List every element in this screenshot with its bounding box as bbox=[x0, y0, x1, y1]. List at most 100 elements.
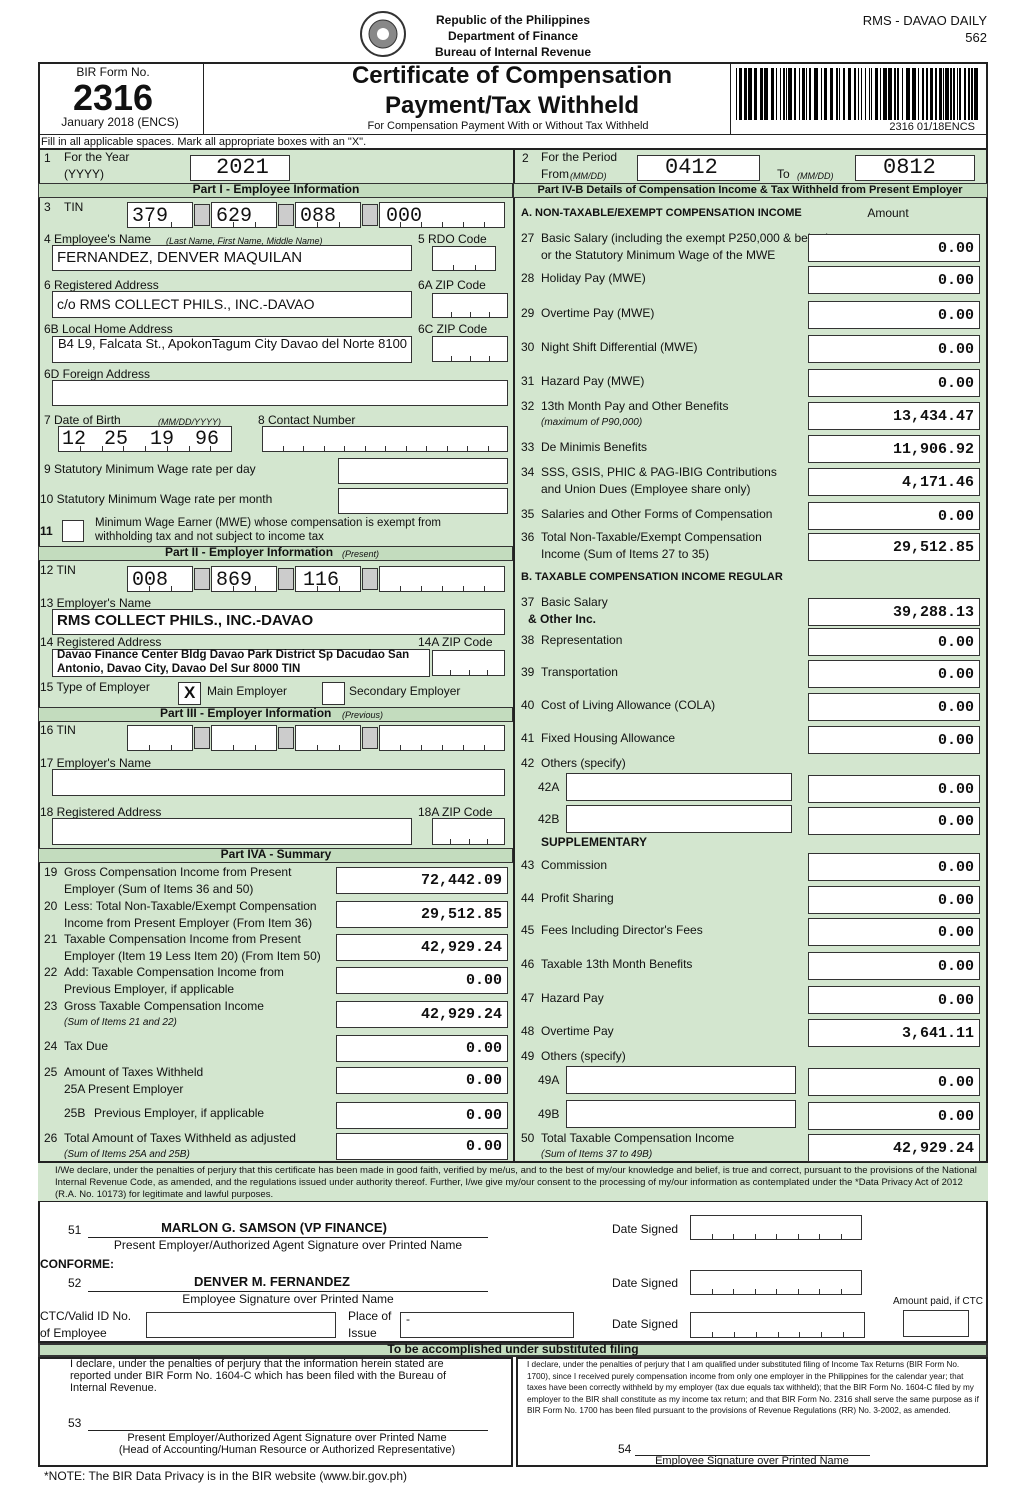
input-box bbox=[808, 1134, 980, 1162]
items-label: Employer (Sum of Items 36 and 50) bbox=[64, 882, 254, 896]
items-label: Transportation bbox=[541, 665, 618, 679]
box-tick bbox=[468, 839, 470, 845]
box-tick bbox=[733, 1289, 734, 1295]
items-amount: 0.00 bbox=[465, 1138, 502, 1155]
signature-line bbox=[88, 1237, 488, 1238]
barcode-bar bbox=[854, 68, 856, 120]
input-box bbox=[808, 533, 980, 561]
items-number: 49 bbox=[521, 1049, 535, 1063]
items-label: & Other Inc. bbox=[528, 612, 597, 626]
box-tick bbox=[79, 446, 81, 452]
input-box bbox=[52, 769, 505, 796]
input-box bbox=[808, 335, 980, 363]
employee-name: DENVER M. FERNANDEZ bbox=[193, 1274, 351, 1289]
input-box bbox=[808, 502, 980, 530]
box-tick bbox=[474, 265, 476, 271]
box-tick bbox=[711, 1332, 713, 1338]
input-box bbox=[808, 628, 980, 656]
box-tick bbox=[385, 446, 386, 452]
signature-line bbox=[88, 1291, 488, 1292]
items-amount: 0.00 bbox=[937, 341, 974, 358]
items-amount: 13,434.47 bbox=[892, 408, 974, 425]
box-tick bbox=[487, 446, 489, 452]
signatures-amount-paid: Amount paid, if CTC bbox=[892, 1296, 983, 1307]
items-label: (Sum of Items 37 to 49B) bbox=[541, 1149, 653, 1160]
input-box bbox=[400, 1312, 574, 1338]
input-box bbox=[336, 1102, 508, 1129]
period-number: 2 bbox=[522, 151, 529, 165]
box-tick bbox=[711, 1234, 713, 1240]
items-amount: 29,512.85 bbox=[892, 539, 974, 556]
box-tick bbox=[486, 839, 488, 845]
items-amount: 0.00 bbox=[937, 1108, 974, 1125]
address-label: 6 Registered Address bbox=[44, 278, 159, 292]
input-box bbox=[808, 886, 980, 914]
header-form-number: 2316 bbox=[72, 77, 154, 118]
items-amount: 42,929.24 bbox=[420, 939, 502, 956]
input-box bbox=[52, 609, 505, 635]
items-label: Overtime Pay bbox=[541, 1024, 614, 1038]
items-number: 25 bbox=[44, 1065, 58, 1079]
substituted-employer-number: 53 bbox=[68, 1416, 82, 1430]
birth-hint: (MM/DD/YYYY) bbox=[158, 417, 221, 427]
employee-foreign-address: 6D Foreign Address bbox=[44, 367, 151, 381]
input-box bbox=[127, 725, 193, 751]
items-number: 20 bbox=[44, 899, 58, 913]
employee-wage-month: 10 Statutory Minimum Wage rate per month bbox=[40, 492, 273, 506]
items-number: 39 bbox=[521, 665, 535, 679]
footer: *NOTE: The BIR Data Privacy is in the BI… bbox=[44, 1469, 408, 1483]
items-label: 13th Month Pay and Other Benefits bbox=[541, 399, 729, 413]
box-tick bbox=[317, 222, 318, 228]
items-label: SSS, GSIS, PHIC & PAG-IBIG Contributions bbox=[541, 465, 777, 479]
items-number: 48 bbox=[521, 1024, 535, 1038]
barcode-bar bbox=[918, 68, 919, 120]
substituted-employee-declaration: I declare, under the penalties of perjur… bbox=[527, 1360, 979, 1415]
tin-number: 3 bbox=[44, 200, 51, 214]
previous-employer-tin: 16 TIN bbox=[40, 723, 76, 737]
box-tick bbox=[467, 446, 468, 452]
items-number: 45 bbox=[521, 923, 535, 937]
box-tick bbox=[486, 670, 488, 676]
box-tick bbox=[468, 670, 470, 676]
name-label: 4 Employee's Name bbox=[44, 232, 152, 246]
barcode-bar bbox=[814, 68, 818, 120]
barcode-bar bbox=[945, 68, 949, 120]
box-tick bbox=[323, 446, 325, 452]
birth-value: 96 bbox=[195, 428, 220, 451]
barcode-bar bbox=[959, 68, 961, 120]
box-tick bbox=[233, 745, 234, 751]
seal bbox=[360, 11, 406, 57]
items-amount: 0.00 bbox=[937, 666, 974, 683]
input-box bbox=[211, 566, 277, 592]
tin-value: 629 bbox=[216, 205, 253, 228]
input-box bbox=[295, 566, 361, 592]
items-amount: 0.00 bbox=[937, 892, 974, 909]
box-tick bbox=[840, 1289, 842, 1295]
input-box bbox=[808, 402, 980, 430]
ctc-place-label: Issue bbox=[348, 1326, 377, 1340]
items-amount: 0.00 bbox=[937, 375, 974, 392]
box-tick bbox=[339, 586, 340, 592]
box-tick bbox=[755, 1332, 757, 1338]
input-box bbox=[62, 520, 84, 542]
input-box bbox=[295, 202, 361, 228]
previous-employer-zip-label: 18A ZIP Code bbox=[418, 805, 493, 819]
summary-part-title: Part IVA - Summary bbox=[220, 847, 332, 861]
items-amount: 4,171.46 bbox=[901, 474, 974, 491]
items-label: (maximum of P90,000) bbox=[541, 417, 643, 428]
items-amount: 0.00 bbox=[937, 508, 974, 525]
part-bar bbox=[513, 183, 988, 198]
input-box bbox=[808, 369, 980, 397]
header-corner: 562 bbox=[965, 30, 987, 45]
items-label: Less: Total Non-Taxable/Exempt Compensat… bbox=[64, 899, 317, 913]
items-label: Income from Present Employer (From Item … bbox=[64, 916, 313, 930]
input-box bbox=[808, 853, 980, 881]
box-tick bbox=[777, 1332, 779, 1338]
items-amount: 0.00 bbox=[937, 958, 974, 975]
barcode-bar bbox=[906, 68, 910, 120]
items-label: Total Taxable Compensation Income bbox=[541, 1131, 735, 1145]
items-number: 31 bbox=[521, 374, 535, 388]
items-amount: 11,906.92 bbox=[892, 441, 974, 458]
box-tick bbox=[364, 446, 366, 452]
barcode-bar bbox=[809, 68, 811, 120]
